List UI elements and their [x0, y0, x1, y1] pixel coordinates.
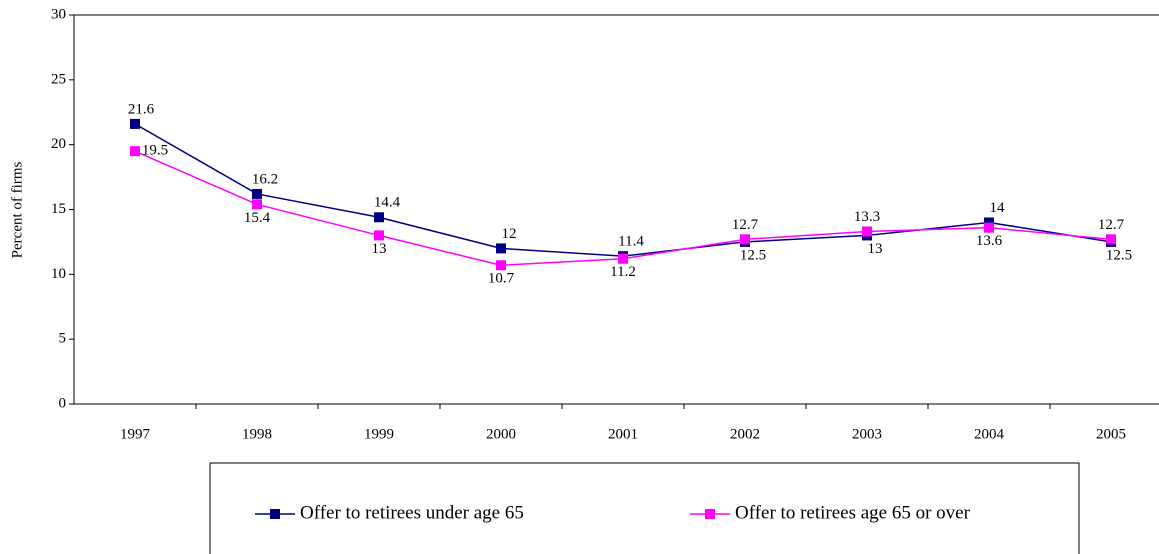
legend-marker	[270, 509, 280, 519]
data-label: 15.4	[244, 210, 271, 226]
x-tick-label: 2001	[608, 426, 638, 442]
data-label: 14	[990, 200, 1006, 216]
y-tick-label: 20	[51, 136, 66, 152]
data-label: 11.4	[618, 234, 644, 250]
marker	[496, 243, 506, 254]
y-tick-label: 0	[59, 395, 67, 411]
marker	[984, 222, 994, 233]
data-label: 10.7	[488, 271, 515, 287]
marker	[618, 253, 628, 264]
marker	[740, 234, 750, 245]
marker	[252, 199, 262, 210]
y-tick-label: 10	[51, 266, 66, 282]
data-label: 21.6	[128, 101, 155, 117]
marker	[496, 260, 506, 271]
x-tick-label: 2000	[486, 426, 516, 442]
x-tick-label: 2005	[1096, 426, 1126, 442]
marker	[374, 212, 384, 223]
marker	[130, 118, 140, 129]
data-label: 13	[372, 241, 387, 257]
y-tick-label: 30	[51, 6, 66, 22]
legend-label: Offer to retirees age 65 or over	[735, 502, 971, 523]
data-label: 19.5	[142, 143, 168, 159]
data-label: 13	[868, 241, 883, 257]
y-tick-label: 15	[51, 201, 66, 217]
data-label: 16.2	[252, 171, 278, 187]
x-tick-label: 1997	[120, 426, 151, 442]
marker	[252, 188, 262, 199]
marker	[862, 226, 872, 237]
legend-marker	[705, 509, 715, 519]
data-label: 13.3	[854, 209, 880, 225]
y-tick-label: 5	[59, 331, 67, 347]
data-label: 12.5	[740, 247, 766, 263]
x-tick-label: 2002	[730, 426, 760, 442]
legend-label: Offer to retirees under age 65	[300, 502, 524, 523]
y-axis-title: Percent of firms	[9, 162, 25, 259]
data-label: 12.7	[1098, 217, 1125, 233]
marker	[984, 217, 994, 228]
data-label: 12.5	[1106, 247, 1132, 263]
x-tick-label: 2003	[852, 426, 882, 442]
data-label: 13.6	[976, 233, 1003, 249]
marker	[374, 230, 384, 241]
data-label: 11.2	[610, 264, 636, 280]
marker	[1106, 234, 1116, 245]
x-tick-label: 2004	[974, 426, 1005, 442]
x-tick-label: 1998	[242, 426, 272, 442]
x-tick-label: 1999	[364, 426, 394, 442]
marker	[130, 146, 140, 157]
data-label: 12.7	[732, 217, 759, 233]
data-label: 12	[502, 226, 517, 242]
legend-box	[209, 462, 1080, 554]
y-tick-label: 25	[51, 71, 66, 87]
data-label: 14.4	[374, 195, 401, 211]
